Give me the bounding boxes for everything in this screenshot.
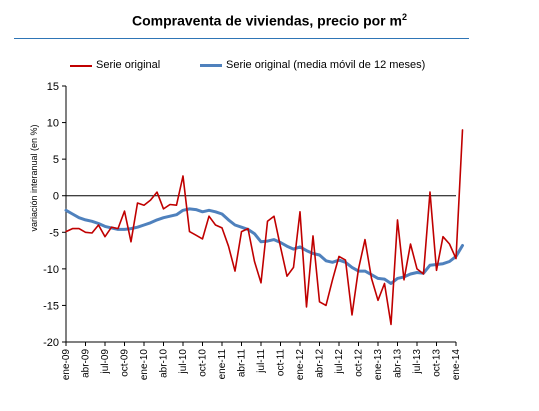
x-tick-label: oct-11 bbox=[276, 349, 287, 376]
x-tick-label: ene-09 bbox=[61, 349, 72, 381]
y-tick-label: 0 bbox=[53, 191, 59, 203]
x-tick-label: abr-13 bbox=[393, 349, 404, 378]
y-tick-label: 5 bbox=[53, 154, 59, 166]
x-tick-label: oct-12 bbox=[354, 349, 365, 377]
y-tick-label: -10 bbox=[43, 264, 59, 276]
y-tick-label: 15 bbox=[47, 81, 59, 93]
x-tick-label: oct-10 bbox=[198, 349, 209, 377]
x-tick-label: jul-11 bbox=[256, 349, 267, 374]
x-tick-label: jul-09 bbox=[100, 349, 111, 375]
x-tick-label: ene-10 bbox=[139, 349, 150, 381]
x-tick-label: abr-09 bbox=[81, 349, 92, 378]
y-tick-label: -5 bbox=[49, 227, 59, 239]
x-tick-label: jul-10 bbox=[178, 349, 189, 375]
y-tick-label: -20 bbox=[43, 337, 59, 349]
x-tick-label: jul-13 bbox=[412, 349, 423, 375]
y-tick-label: -15 bbox=[43, 300, 59, 312]
x-tick-label: ene-14 bbox=[451, 349, 462, 381]
x-tick-label: jul-12 bbox=[334, 349, 345, 375]
x-tick-label: abr-10 bbox=[159, 349, 170, 378]
x-tick-label: abr-12 bbox=[315, 349, 326, 378]
x-tick-label: ene-12 bbox=[295, 349, 306, 381]
x-tick-label: ene-13 bbox=[373, 349, 384, 381]
x-tick-label: abr-11 bbox=[237, 349, 248, 378]
series-line-original bbox=[66, 130, 463, 325]
x-tick-label: oct-09 bbox=[120, 349, 131, 377]
x-tick-label: ene-11 bbox=[217, 349, 228, 380]
y-axis-label: variación interanual (en %) bbox=[29, 124, 39, 231]
y-tick-label: 10 bbox=[47, 118, 59, 130]
x-tick-label: oct-13 bbox=[432, 349, 443, 377]
series-layer bbox=[66, 130, 463, 325]
